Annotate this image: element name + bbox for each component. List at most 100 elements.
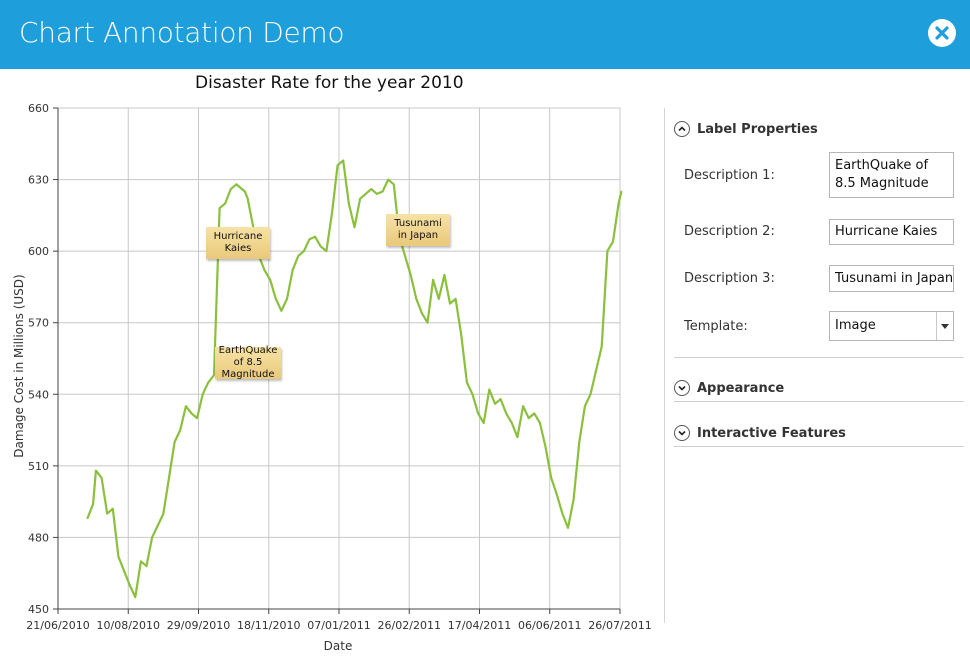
description1-field[interactable]: EarthQuake of 8.5 Magnitude [829, 152, 954, 198]
data-point [291, 269, 294, 272]
data-point [533, 412, 536, 415]
description2-field[interactable]: Hurricane Kaies [829, 219, 954, 245]
x-tick-label: 18/11/2010 [237, 619, 300, 632]
data-point [111, 507, 114, 510]
data-point [460, 333, 463, 336]
chart-area: Disaster Rate for the year 2010 [195, 73, 464, 93]
data-point [443, 274, 446, 276]
data-point [499, 398, 502, 400]
data-point [600, 345, 603, 348]
appearance-title: Appearance [697, 381, 785, 396]
data-point [578, 441, 581, 443]
data-point [123, 569, 125, 572]
data-point [404, 255, 406, 257]
data-point [449, 302, 451, 305]
data-point [106, 512, 109, 515]
x-tick-label: 07/01/2011 [307, 619, 370, 632]
data-point [303, 250, 305, 253]
data-point [527, 417, 530, 419]
x-axis-ticks: 21/06/2010 10/08/2010 29/09/2010 18/11/2010… [26, 619, 651, 632]
data-point [595, 369, 597, 372]
data-point [539, 422, 541, 424]
data-point [151, 536, 154, 539]
data-point [274, 298, 277, 300]
data-point [482, 422, 485, 424]
label-properties-header[interactable]: Label Properties [674, 117, 964, 141]
label-properties-title: Label Properties [697, 122, 818, 137]
data-point [140, 560, 142, 563]
data-point [179, 429, 182, 431]
data-point [134, 596, 137, 598]
template-select[interactable]: Image [829, 311, 954, 341]
data-point [415, 298, 418, 300]
y-tick-label: 480 [28, 531, 49, 544]
data-point [173, 441, 176, 443]
annotation-tsunami[interactable]: Tusunami in Japan [386, 214, 450, 246]
interactive-features-header[interactable]: Interactive Features [674, 421, 964, 445]
chevron-down-icon [674, 380, 690, 396]
series-points [86, 159, 623, 598]
y-tick-label: 510 [28, 460, 49, 473]
data-point [336, 164, 339, 167]
appearance-header[interactable]: Appearance [674, 376, 964, 400]
data-point [100, 476, 103, 479]
dropdown-arrow-icon[interactable] [936, 312, 953, 340]
data-point [421, 312, 423, 315]
data-point [426, 321, 429, 324]
description2-label: Description 2: [684, 224, 775, 239]
data-point [342, 159, 345, 162]
data-point [280, 309, 283, 312]
data-point [617, 202, 620, 205]
data-point [471, 393, 474, 396]
description3-label: Description 3: [684, 271, 775, 286]
y-tick-label: 450 [28, 603, 49, 616]
data-point [516, 436, 519, 439]
data-point [162, 512, 165, 515]
data-point [376, 193, 378, 195]
x-tick-label: 26/02/2011 [378, 619, 441, 632]
template-label: Template: [684, 319, 748, 334]
app-title: Chart Annotation Demo [19, 16, 345, 49]
y-tick-label: 570 [28, 317, 49, 330]
data-point [488, 388, 491, 391]
data-point [432, 278, 434, 281]
separator-1 [674, 357, 964, 358]
data-point [353, 226, 356, 229]
panel-divider [664, 108, 665, 623]
data-point [370, 188, 373, 191]
description3-field[interactable]: Tusunami in Japan [829, 265, 954, 292]
data-point [263, 269, 266, 272]
data-point [331, 212, 333, 214]
annotation-earthquake-text: EarthQuake of 8.5 Magnitude [218, 345, 278, 380]
data-point [387, 178, 390, 181]
data-point [235, 183, 238, 186]
data-point [218, 207, 221, 210]
data-point [185, 405, 187, 408]
data-point [190, 412, 193, 415]
description1-label: Description 1: [684, 168, 775, 183]
data-point [606, 250, 609, 253]
data-point [308, 238, 311, 241]
y-axis-ticks: 450 480 510 540 570 600 630 660 [28, 102, 49, 616]
annotation-hurricane[interactable]: Hurricane Kaies [206, 227, 270, 259]
data-point [244, 190, 246, 193]
data-point [505, 412, 508, 415]
close-button[interactable] [928, 19, 956, 47]
x-tick-label: 26/07/2011 [588, 619, 651, 632]
y-tick-label: 600 [28, 245, 49, 258]
data-point [246, 197, 249, 200]
data-point [95, 469, 97, 472]
annotation-earthquake[interactable]: EarthQuake of 8.5 Magnitude [215, 345, 281, 380]
data-point [269, 278, 272, 281]
data-point [325, 250, 328, 253]
data-point [117, 555, 120, 558]
data-point [567, 527, 569, 529]
data-point [364, 193, 367, 195]
data-point [561, 512, 564, 515]
data-point [589, 393, 592, 396]
separator-2 [674, 401, 964, 402]
x-tick-label: 29/09/2010 [167, 619, 230, 632]
data-point [201, 393, 204, 396]
interactive-features-title: Interactive Features [697, 426, 846, 441]
annotation-hurricane-text: Hurricane Kaies [213, 231, 263, 254]
